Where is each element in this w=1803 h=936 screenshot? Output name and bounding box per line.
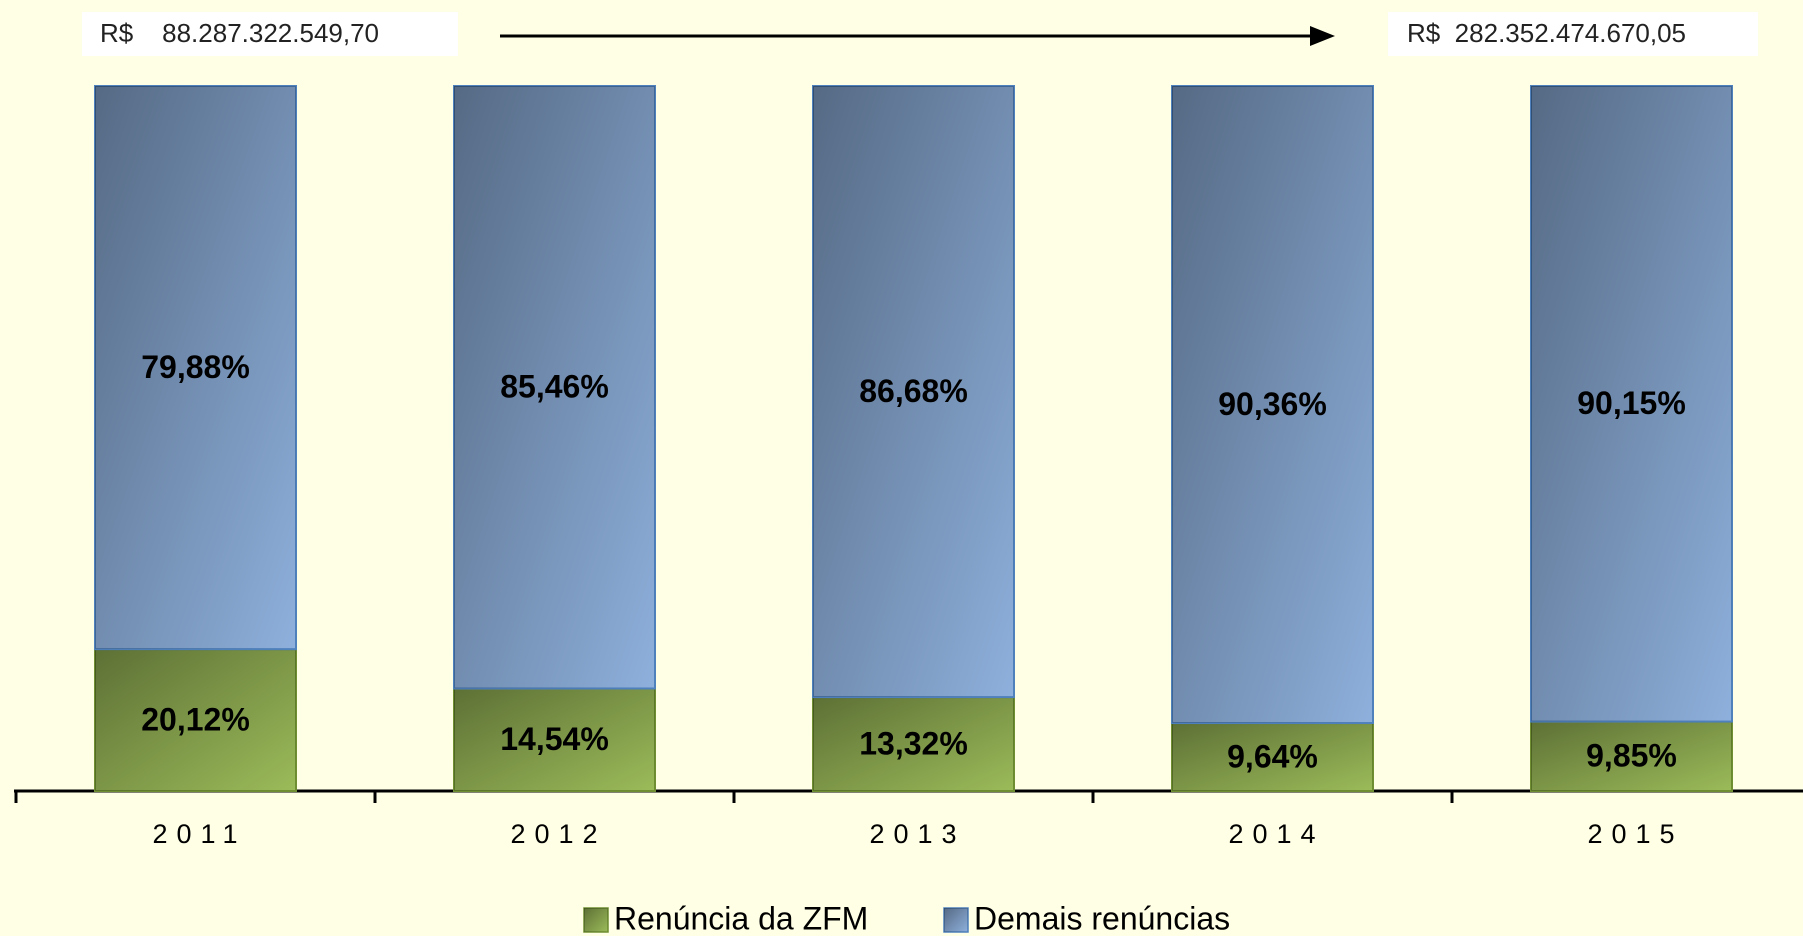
value-label: 13,32% <box>859 726 968 762</box>
x-tick-label: 2012 <box>510 819 606 849</box>
x-tick-label: 2011 <box>152 819 246 849</box>
x-tick-label: 2014 <box>1228 819 1324 849</box>
value-label: 14,54% <box>500 721 609 757</box>
bar-shade <box>813 697 1014 791</box>
bar-shade <box>813 86 1014 698</box>
bar-shade <box>1172 86 1373 724</box>
value-label: 86,68% <box>859 373 968 409</box>
x-tick-label: 2015 <box>1587 819 1683 849</box>
value-label: 90,36% <box>1218 386 1327 422</box>
bar-shade <box>95 649 296 791</box>
arrow-head <box>1310 26 1335 46</box>
bar-shade <box>454 86 655 689</box>
legend-label: Renúncia da ZFM <box>614 900 868 936</box>
bar-shade <box>95 86 296 650</box>
value-label: 79,88% <box>141 349 250 385</box>
value-label: 9,85% <box>1586 738 1677 774</box>
legend-shade <box>584 908 608 932</box>
annotation-box <box>1388 12 1758 56</box>
bar-shade <box>1531 86 1732 722</box>
annotation: R$ 88.287.322.549,70 <box>100 18 379 48</box>
value-label: 85,46% <box>500 369 609 405</box>
value-label: 20,12% <box>141 702 250 738</box>
bar-shade <box>1531 721 1732 791</box>
bar-shade <box>1172 723 1373 791</box>
value-label: 9,64% <box>1227 738 1318 774</box>
legend-shade <box>944 908 968 932</box>
annotation-box <box>82 12 458 56</box>
bar-shade <box>454 688 655 791</box>
legend-label: Demais renúncias <box>974 900 1230 936</box>
annotation: R$ 282.352.474.670,05 <box>1407 18 1686 48</box>
x-tick-label: 2013 <box>869 819 965 849</box>
value-label: 90,15% <box>1577 385 1686 421</box>
